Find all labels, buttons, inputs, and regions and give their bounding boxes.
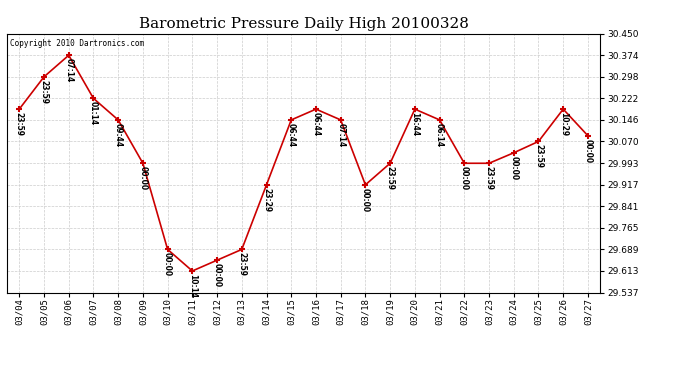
Title: Barometric Pressure Daily High 20100328: Barometric Pressure Daily High 20100328 [139, 17, 469, 31]
Text: 00:00: 00:00 [509, 156, 518, 180]
Text: 06:14: 06:14 [435, 123, 444, 147]
Text: 16:44: 16:44 [411, 112, 420, 136]
Text: 10:29: 10:29 [559, 112, 568, 136]
Text: 23:59: 23:59 [534, 144, 543, 168]
Text: 06:44: 06:44 [287, 123, 296, 147]
Text: 09:44: 09:44 [114, 123, 123, 147]
Text: 07:14: 07:14 [64, 58, 73, 82]
Text: 23:59: 23:59 [14, 112, 23, 136]
Text: 06:44: 06:44 [311, 112, 320, 136]
Text: 23:59: 23:59 [39, 80, 48, 104]
Text: 00:00: 00:00 [361, 188, 370, 212]
Text: 23:59: 23:59 [484, 166, 493, 190]
Text: 10:14: 10:14 [188, 274, 197, 298]
Text: 00:00: 00:00 [163, 252, 172, 276]
Text: Copyright 2010 Dartronics.com: Copyright 2010 Dartronics.com [10, 39, 144, 48]
Text: 01:14: 01:14 [89, 101, 98, 125]
Text: 00:00: 00:00 [139, 166, 148, 190]
Text: 07:14: 07:14 [336, 123, 345, 147]
Text: 00:00: 00:00 [584, 138, 593, 163]
Text: 00:00: 00:00 [213, 263, 221, 287]
Text: 23:59: 23:59 [386, 166, 395, 190]
Text: 00:00: 00:00 [460, 166, 469, 190]
Text: 23:59: 23:59 [237, 252, 246, 276]
Text: 23:29: 23:29 [262, 188, 271, 212]
